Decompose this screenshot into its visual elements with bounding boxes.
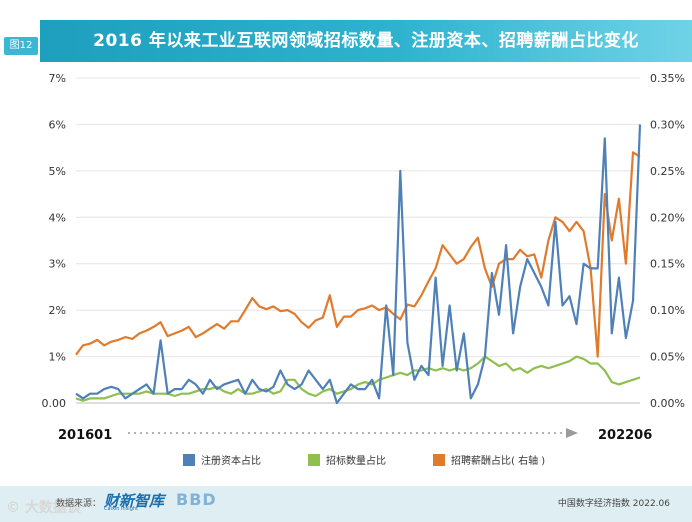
figure-badge: 图12 xyxy=(4,37,38,55)
right-axis-ticks: 0.00% 0.05% 0.10% 0.15% 0.20% 0.25% 0.30% 0.35% xyxy=(650,72,685,410)
left-tick-label: 1% xyxy=(49,351,66,364)
chart-title: 2016 年以来工业互联网领域招标数量、注册资本、招聘薪酬占比变化 xyxy=(93,31,639,51)
series-lines xyxy=(75,124,642,405)
legend: 注册资本占比 招标数量占比 招聘薪酬占比( 右轴 ) xyxy=(183,454,545,467)
legend-label-salary: 招聘薪酬占比( 右轴 ) xyxy=(451,454,545,467)
right-tick-label: 0.15% xyxy=(650,258,685,271)
left-tick-label: 5% xyxy=(49,165,66,178)
legend-swatch-bid-count xyxy=(308,454,320,466)
legend-label-bid-count: 招标数量占比 xyxy=(326,454,386,467)
left-tick-label: 2% xyxy=(49,304,66,317)
footer-publication: 中国数字经济指数 2022.06 xyxy=(557,499,670,509)
left-tick-label: 3% xyxy=(49,258,66,271)
left-tick-label: 6% xyxy=(49,118,66,131)
gridlines xyxy=(76,77,640,404)
watermark: © 大数据谈 xyxy=(6,500,81,516)
left-axis-ticks: 0.00 1% 2% 3% 4% 5% 6% 7% xyxy=(42,72,67,410)
legend-label-registered-capital: 注册资本占比 xyxy=(201,454,261,467)
footer xyxy=(0,486,692,522)
legend-swatch-registered-capital xyxy=(183,454,195,466)
title-bar xyxy=(40,20,692,62)
right-tick-label: 0.25% xyxy=(650,165,685,178)
right-tick-label: 0.20% xyxy=(650,211,685,224)
series-line-salary xyxy=(75,151,641,358)
right-tick-label: 0.35% xyxy=(650,72,685,85)
left-tick-label: 7% xyxy=(49,72,66,85)
left-tick-label: 4% xyxy=(49,211,66,224)
right-tick-label: 0.05% xyxy=(650,351,685,364)
legend-swatch-salary xyxy=(433,454,445,466)
right-tick-label: 0.00% xyxy=(650,397,685,410)
chart: 0.001%2%3%4%5%6%7% 0.00%0.05%0.10%0.15%0… xyxy=(42,72,685,467)
caixin-logo-sub: Caixin Insight xyxy=(104,506,138,512)
caixin-logo: 财新智库 xyxy=(104,492,165,510)
timeline-arrow-head xyxy=(566,428,578,438)
series-line-registered-capital xyxy=(75,124,642,405)
series-line-bid-count xyxy=(75,355,641,402)
source-label: 数据来源： xyxy=(56,499,102,509)
timeline-start: 201601 xyxy=(58,428,112,443)
left-tick-label: 0.00 xyxy=(42,397,67,410)
timeline-end: 202206 xyxy=(598,428,652,443)
right-tick-label: 0.10% xyxy=(650,304,685,317)
bbd-logo: BBD xyxy=(176,490,217,509)
right-tick-label: 0.30% xyxy=(650,118,685,131)
